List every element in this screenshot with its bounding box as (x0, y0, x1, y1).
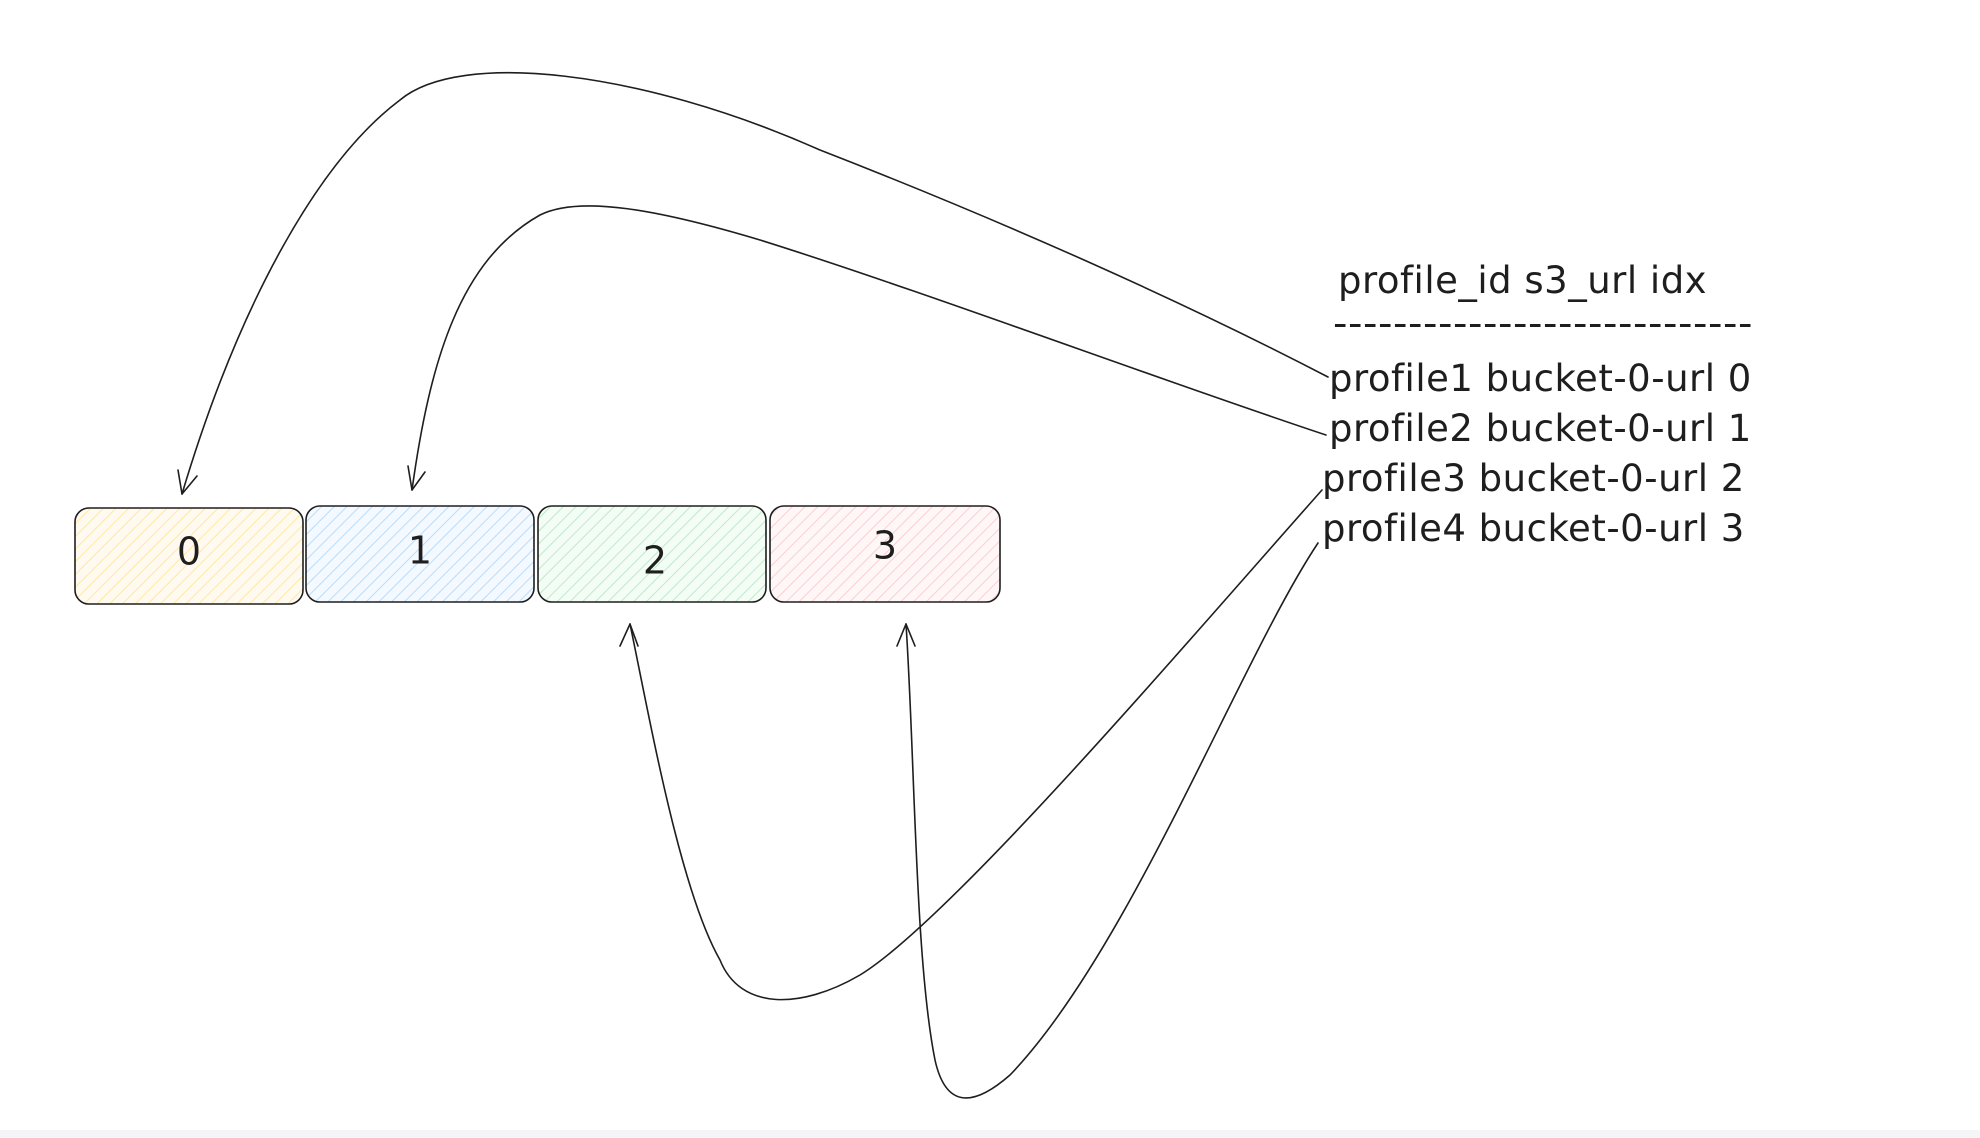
arrow-line-profile4 (905, 542, 1319, 1099)
array-cell-3: 3 (769, 505, 1001, 603)
array-cell-1: 1 (305, 505, 535, 603)
arrow-head-profile2 (407, 465, 426, 491)
arrow-head-profile4 (896, 623, 916, 647)
cell-label-0: 0 (177, 530, 201, 574)
table-row-3: profile3 bucket-0-url 2 (1322, 457, 1745, 500)
array-cell-2: 2 (537, 505, 767, 603)
arrow-line-profile3 (629, 489, 1323, 1001)
profile-table: profile_id s3_url idx ------------------… (1322, 259, 1753, 550)
cell-label-3: 3 (873, 524, 897, 568)
arrow-line-profile1 (181, 71, 1329, 495)
cell-box-0 (74, 507, 304, 605)
arrow-profile4-to-cell-3 (896, 542, 1319, 1099)
arrow-line-profile2 (411, 205, 1327, 491)
cell-box-3 (769, 505, 1001, 603)
arrow-head-profile3 (619, 623, 639, 647)
cell-label-1: 1 (408, 529, 432, 573)
table-header: profile_id s3_url idx (1338, 259, 1707, 302)
arrow-profile1-to-cell-0 (177, 71, 1329, 495)
cell-label-2: 2 (643, 539, 667, 583)
arrow-head-profile1 (177, 469, 198, 495)
table-row-2: profile2 bucket-0-url 1 (1329, 407, 1752, 450)
table-row-1: profile1 bucket-0-url 0 (1329, 357, 1752, 400)
cell-box-2 (537, 505, 767, 603)
arrow-profile3-to-cell-2 (619, 489, 1323, 1001)
cell-box-1 (305, 505, 535, 603)
bottom-edge-bar (0, 1130, 1980, 1138)
array-cell-0: 0 (74, 507, 304, 605)
table-row-4: profile4 bucket-0-url 3 (1322, 507, 1745, 550)
table-separator: ---------------------------- (1333, 302, 1753, 345)
arrow-profile2-to-cell-1 (407, 205, 1327, 491)
